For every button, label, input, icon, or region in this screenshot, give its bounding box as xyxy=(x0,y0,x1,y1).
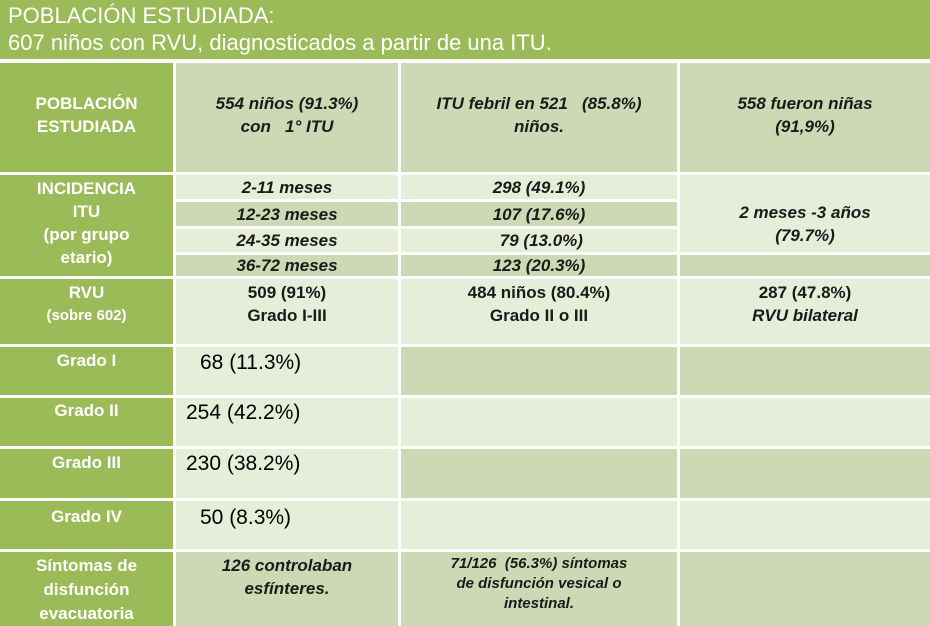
incidencia-label: INCIDENCIA ITU (por grupo etario) xyxy=(0,175,173,276)
cell-line: (91,9%) xyxy=(775,117,835,136)
grado-empty-cell xyxy=(401,449,677,498)
grado-label-text: Grado II xyxy=(54,401,119,420)
age-group-value: 79 (13.0%) xyxy=(495,231,583,250)
age-group-label: 24-35 meses xyxy=(236,231,338,250)
rvu-label: RVU (sobre 602) xyxy=(0,279,173,344)
cell-line: esfínteres. xyxy=(244,579,330,598)
sintomas-label: Síntomas de disfunción evacuatoria xyxy=(0,552,173,626)
grado-empty-cell xyxy=(680,449,930,498)
cell-line: intestinal. xyxy=(503,595,574,612)
rvu-cell-2: 484 niños (80.4%) Grado II o III xyxy=(401,279,677,344)
grado-value: 68 (11.3%) xyxy=(200,351,302,374)
poblacion-label-line: ESTUDIADA xyxy=(36,117,137,136)
grado-empty-cell xyxy=(401,398,677,446)
age-group-label: 36-72 meses xyxy=(236,256,338,275)
sintomas-label-line: Síntomas de xyxy=(35,556,138,575)
grado-empty-cell xyxy=(401,501,677,549)
incidencia-label-line: INCIDENCIA xyxy=(36,179,137,198)
grado-empty-cell xyxy=(680,347,930,395)
age-group-cell: 36-72 meses xyxy=(176,255,398,276)
grado-empty-cell xyxy=(401,347,677,395)
rvu-label-line: RVU xyxy=(68,283,105,302)
grado-value: 254 (42.2%) xyxy=(186,401,301,424)
cell-line: 484 niños (80.4%) xyxy=(467,283,611,302)
incidencia-empty-cell xyxy=(680,255,930,276)
poblacion-cell-1: 554 niños (91.3%) con 1° ITU xyxy=(176,63,398,172)
grado-value-cell: 254 (42.2%) xyxy=(176,398,398,446)
grado-empty-cell xyxy=(680,501,930,549)
grado-label: Grado III xyxy=(0,449,173,498)
age-group-value: 123 (20.3%) xyxy=(492,256,586,275)
cell-line: niños. xyxy=(513,117,565,136)
poblacion-label: POBLACIÓN ESTUDIADA xyxy=(0,63,173,172)
incidencia-label-line: ITU xyxy=(72,202,101,221)
cell-line: con 1° ITU xyxy=(240,117,334,136)
summary-line: (79.7%) xyxy=(775,226,835,245)
cell-line: 287 (47.8%) xyxy=(758,283,852,302)
age-group-value-cell: 298 (49.1%) xyxy=(401,175,677,199)
cell-line: 509 (91%) xyxy=(247,283,327,302)
grado-label-text: Grado I xyxy=(56,351,117,370)
cell-line: RVU bilateral xyxy=(752,306,858,325)
age-group-value-cell: 107 (17.6%) xyxy=(401,202,677,226)
age-group-value-cell: 79 (13.0%) xyxy=(401,229,677,252)
grado-label-text: Grado IV xyxy=(51,507,122,526)
cell-line: de disfunción vesical o xyxy=(456,575,622,592)
cell-line: Grado II o III xyxy=(489,306,589,325)
grado-empty-cell xyxy=(680,398,930,446)
incidencia-label-line: etario) xyxy=(60,248,113,267)
rvu-label-line: (sobre 602) xyxy=(46,307,127,324)
cell-line: Grado I-III xyxy=(247,306,327,325)
sintomas-empty-cell xyxy=(680,552,930,626)
age-group-value: 298 (49.1%) xyxy=(492,177,586,197)
age-group-value: 107 (17.6%) xyxy=(492,204,586,224)
grado-label: Grado I xyxy=(0,347,173,395)
grado-label-text: Grado III xyxy=(52,453,121,472)
cell-line: 71/126 (56.3%) síntomas xyxy=(450,555,628,572)
grado-value-cell: 68 (11.3%) xyxy=(176,347,398,395)
grado-value-cell: 50 (8.3%) xyxy=(176,501,398,549)
age-group-cell: 2-11 meses xyxy=(176,175,398,199)
grado-label: Grado IV xyxy=(0,501,173,549)
poblacion-label-line: POBLACIÓN xyxy=(35,94,138,113)
title-line-1: POBLACIÓN ESTUDIADA: xyxy=(8,3,275,28)
age-group-cell: 12-23 meses xyxy=(176,202,398,226)
age-group-label: 2-11 meses xyxy=(241,177,333,197)
rvu-cell-3: 287 (47.8%) RVU bilateral xyxy=(680,279,930,344)
sintomas-cell-2: 71/126 (56.3%) síntomas de disfunción ve… xyxy=(401,552,677,626)
sintomas-cell-1: 126 controlaban esfínteres. xyxy=(176,552,398,626)
age-group-value-cell: 123 (20.3%) xyxy=(401,255,677,276)
grado-value: 230 (38.2%) xyxy=(186,452,301,475)
age-group-label: 12-23 meses xyxy=(236,204,338,224)
slide-title: POBLACIÓN ESTUDIADA: 607 niños con RVU, … xyxy=(0,0,930,59)
cell-line: ITU febril en 521 (85.8%) xyxy=(436,94,642,113)
title-line-2: 607 niños con RVU, diagnosticados a part… xyxy=(8,30,552,55)
poblacion-cell-2: ITU febril en 521 (85.8%) niños. xyxy=(401,63,677,172)
poblacion-cell-3: 558 fueron niñas (91,9%) xyxy=(680,63,930,172)
grado-value-cell: 230 (38.2%) xyxy=(176,449,398,498)
cell-line: 558 fueron niñas xyxy=(737,94,873,113)
incidencia-label-line: (por grupo xyxy=(43,225,130,244)
grado-label: Grado II xyxy=(0,398,173,446)
grado-value: 50 (8.3%) xyxy=(200,506,292,529)
cell-line: 126 controlaban xyxy=(221,556,353,575)
rvu-cell-1: 509 (91%) Grado I-III xyxy=(176,279,398,344)
cell-line: 554 niños (91.3%) xyxy=(215,94,359,113)
summary-line: 2 meses -3 años xyxy=(739,203,871,222)
incidencia-summary-cell: 2 meses -3 años (79.7%) xyxy=(680,175,930,252)
sintomas-label-line: disfunción xyxy=(43,580,130,599)
sintomas-label-line: evacuatoria xyxy=(39,604,134,623)
age-group-cell: 24-35 meses xyxy=(176,229,398,252)
